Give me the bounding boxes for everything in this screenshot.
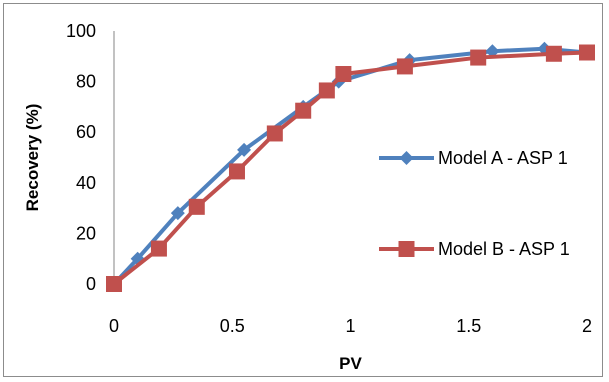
legend: Model A - ASP 1 Model B - ASP 1 <box>379 148 570 259</box>
data-point <box>188 198 205 215</box>
data-point <box>228 163 245 180</box>
data-point <box>396 58 413 75</box>
chart-area: Recovery (%) PV 0 20 40 60 80 100 0 0.5 1 1.5 2 M… <box>3 3 603 377</box>
x-tick-label: 0 <box>109 316 119 336</box>
legend-label: Model A - ASP 1 <box>438 148 568 168</box>
y-tick-labels: 0 20 40 60 80 100 <box>66 21 96 294</box>
data-point <box>106 276 122 292</box>
data-point <box>170 206 185 221</box>
data-point <box>335 66 352 83</box>
legend-marker <box>398 241 415 257</box>
legend-item: Model A - ASP 1 <box>379 148 568 168</box>
data-point <box>130 251 145 266</box>
x-tick-label: 0.5 <box>220 316 245 336</box>
legend-item: Model B - ASP 1 <box>379 239 570 259</box>
y-tick-label: 40 <box>76 173 96 193</box>
data-point <box>237 142 252 157</box>
legend-marker <box>399 151 414 165</box>
y-axis-title: Recovery (%) <box>23 104 42 212</box>
data-point <box>266 125 283 142</box>
y-tick-label: 20 <box>76 223 96 243</box>
data-point <box>579 44 595 61</box>
legend-label: Model B - ASP 1 <box>438 239 570 259</box>
y-tick-label: 60 <box>76 122 96 142</box>
x-tick-labels: 0 0.5 1 1.5 2 <box>109 316 592 336</box>
y-tick-label: 100 <box>66 21 96 41</box>
chart-plot: Recovery (%) PV 0 20 40 60 80 100 0 0.5 1 1.5 2 M… <box>23 21 595 373</box>
x-tick-label: 1.5 <box>456 316 481 336</box>
series-1 <box>106 44 595 292</box>
x-tick-label: 1 <box>345 316 355 336</box>
y-tick-label: 0 <box>86 274 96 294</box>
x-axis-title: PV <box>339 354 362 373</box>
series-layer <box>106 41 595 292</box>
data-point <box>545 45 562 62</box>
y-tick-label: 80 <box>76 72 96 92</box>
data-point <box>470 49 487 66</box>
data-point <box>295 102 312 119</box>
data-point <box>150 240 167 257</box>
data-point <box>318 82 335 99</box>
x-tick-label: 2 <box>582 316 592 336</box>
